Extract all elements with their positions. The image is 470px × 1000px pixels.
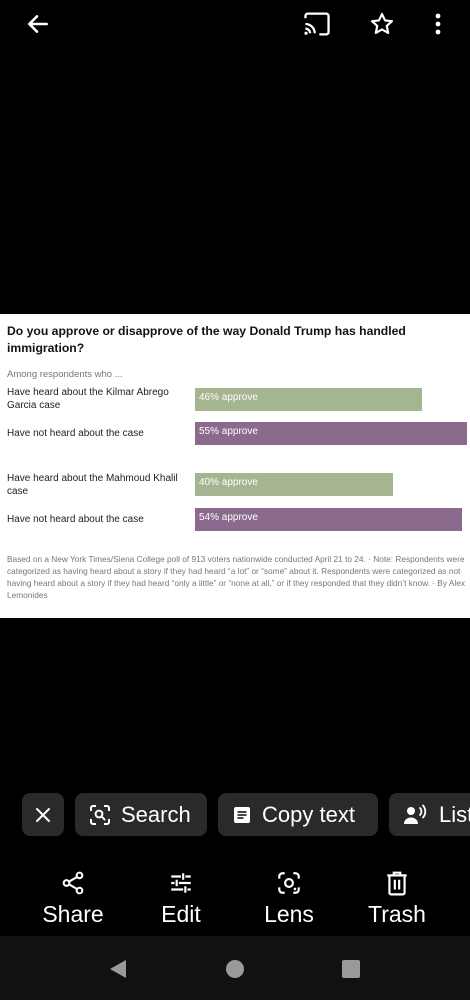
more-vertical-icon [434, 12, 442, 36]
close-icon [35, 807, 51, 823]
share-icon [23, 866, 123, 900]
search-chip-button[interactable]: Search [75, 793, 207, 836]
system-nav-bar [0, 936, 470, 1000]
image-source-note: Based on a New York Times/Siena College … [7, 554, 465, 600]
copy-text-chip-button[interactable]: Copy text [218, 793, 378, 836]
share-button[interactable]: Share [23, 866, 123, 928]
copy-text-chip-label: Copy text [262, 801, 355, 827]
lens-button[interactable]: Lens [239, 866, 339, 928]
close-chip-button[interactable] [22, 793, 64, 836]
lens-label: Lens [264, 901, 314, 927]
trash-label: Trash [368, 901, 426, 927]
photo-image[interactable]: Do you approve or disapprove of the way … [0, 314, 470, 618]
edit-label: Edit [161, 901, 201, 927]
document-icon [232, 805, 252, 825]
nav-back-icon [107, 958, 129, 980]
listen-icon [403, 804, 429, 826]
nav-recents-button[interactable] [338, 956, 364, 982]
bar-label: 55% approve [199, 426, 258, 437]
photo-action-bar: Share Edit Lens Trash [0, 866, 470, 932]
trash-icon [347, 866, 447, 900]
lens-search-icon [89, 804, 111, 826]
sliders-icon [131, 866, 231, 900]
trash-button[interactable]: Trash [347, 866, 447, 928]
bar-not-heard-khalil: 54% approve [195, 508, 462, 531]
cast-icon [302, 11, 332, 37]
cast-button[interactable] [299, 6, 335, 42]
row-label-not-heard-khalil: Have not heard about the case [7, 514, 144, 525]
more-options-button[interactable] [420, 6, 456, 42]
listen-chip-button[interactable]: Listen [389, 793, 470, 836]
row-label-not-heard-kilmar: Have not heard about the case [7, 428, 144, 439]
lens-chip-bar: Search Copy text Listen [0, 793, 470, 837]
share-label: Share [42, 901, 104, 927]
back-button[interactable] [20, 6, 56, 42]
row-label-heard-kilmar: Have heard about the Kilmar Abrego Garci… [7, 387, 169, 411]
favorite-button[interactable] [364, 6, 400, 42]
bar-label: 40% approve [199, 477, 258, 488]
row-label-heard-khalil: Have heard about the Mahmoud Khalil case [7, 473, 178, 497]
nav-back-button[interactable] [105, 956, 131, 982]
nav-home-button[interactable] [222, 956, 248, 982]
listen-chip-label: Listen [439, 801, 470, 827]
lens-icon [239, 866, 339, 900]
nav-recents-icon [341, 959, 361, 979]
bar-label: 46% approve [199, 392, 258, 403]
star-outline-icon [369, 11, 395, 37]
bar-label: 54% approve [199, 512, 258, 523]
bar-not-heard-kilmar: 55% approve [195, 422, 467, 445]
arrow-left-icon [25, 11, 51, 37]
edit-button[interactable]: Edit [131, 866, 231, 928]
search-chip-label: Search [121, 801, 191, 827]
top-bar [0, 0, 470, 48]
image-subtitle: Among respondents who ... [7, 369, 123, 380]
bar-heard-kilmar: 46% approve [195, 388, 422, 411]
nav-home-icon [225, 959, 245, 979]
image-title: Do you approve or disapprove of the way … [7, 324, 406, 355]
bar-heard-khalil: 40% approve [195, 473, 393, 496]
